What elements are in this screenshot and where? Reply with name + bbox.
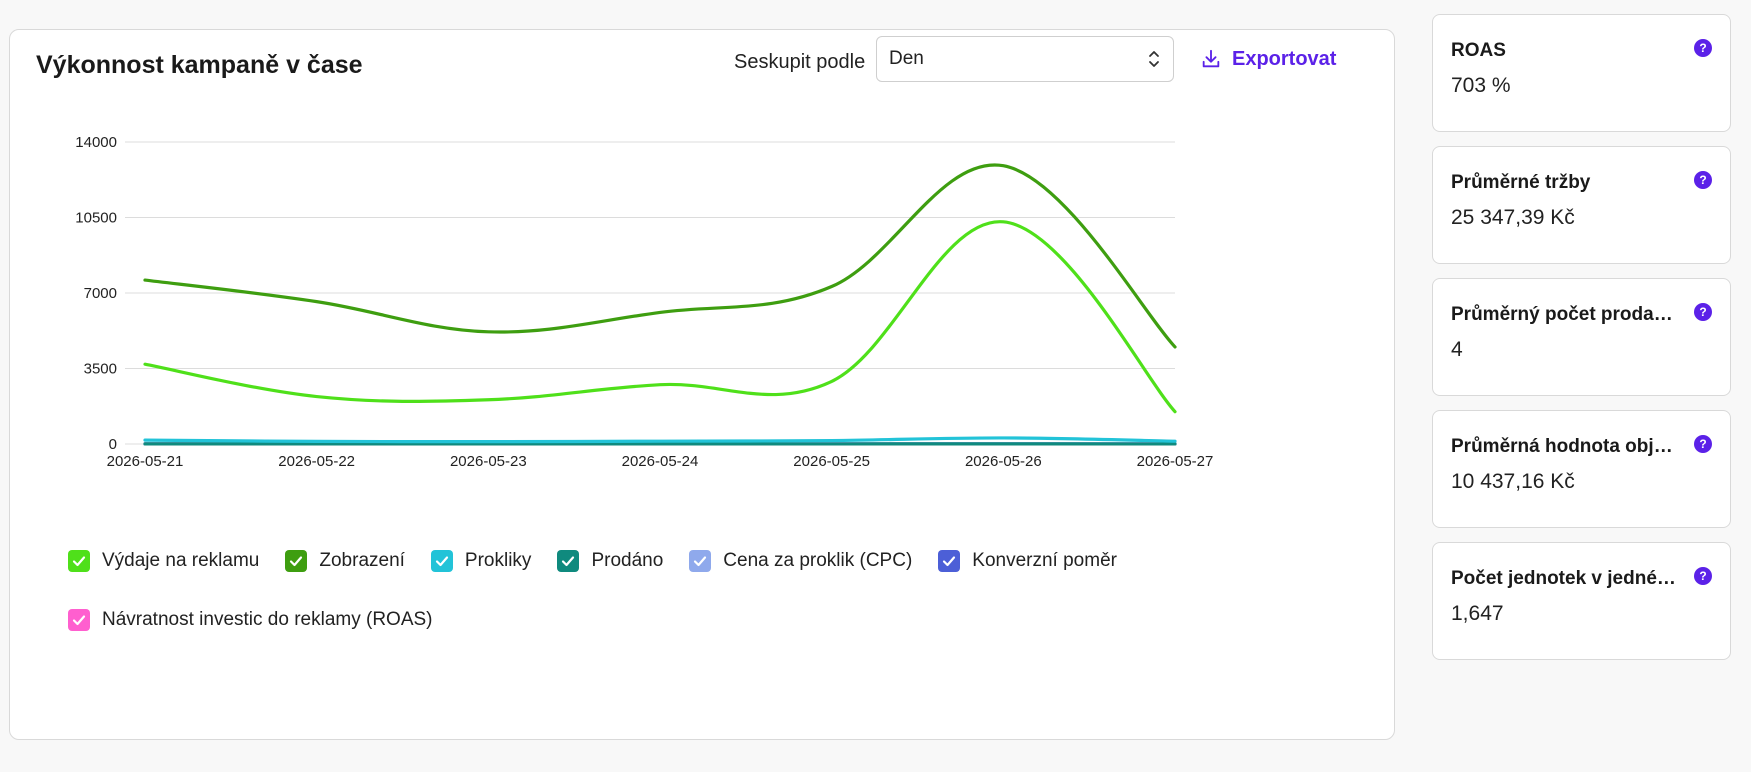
legend-item[interactable]: Zobrazení xyxy=(285,550,405,572)
x-tick-label: 2026-05-25 xyxy=(793,453,870,470)
series-line xyxy=(143,220,1177,414)
performance-line-chart: 0 3500 7000 10500 14000 2026-05-21 2026-05-22 2… xyxy=(75,134,1214,470)
help-icon[interactable]: ? xyxy=(1694,171,1712,189)
legend-label: Cena za proklik (CPC) xyxy=(723,550,913,571)
kpi-card-title: Průměrný počet prodaných jednotek xyxy=(1451,304,1681,325)
kpi-card-title: Průměrná hodnota objednávky xyxy=(1451,436,1681,457)
help-icon[interactable]: ? xyxy=(1694,435,1712,453)
legend-row: Výdaje na reklamu Zobrazení Prokliky Prodán… xyxy=(68,545,1268,577)
x-tick-label: 2026-05-23 xyxy=(450,453,527,470)
legend-row: Návratnost investic do reklamy (ROAS) xyxy=(68,604,1268,636)
kpi-card: Průměrný počet prodaných jednotek 4? xyxy=(1432,278,1731,396)
x-tick-label: 2026-05-26 xyxy=(965,453,1042,470)
export-label: Exportovat xyxy=(1232,47,1337,70)
kpi-card: Průměrná hodnota objednávky 10 437,16 Kč? xyxy=(1432,410,1731,528)
legend-item[interactable]: Výdaje na reklamu xyxy=(68,550,259,572)
chevron-updown-icon xyxy=(1149,51,1159,67)
legend-label: Zobrazení xyxy=(319,550,405,571)
kpi-card-title: Průměrné tržby xyxy=(1451,172,1591,193)
legend-item[interactable]: Návratnost investic do reklamy (ROAS) xyxy=(68,609,433,631)
y-tick-label: 10500 xyxy=(75,210,117,227)
checkbox-checked-icon[interactable] xyxy=(68,609,90,631)
kpi-card: Průměrné tržby 25 347,39 Kč? xyxy=(1432,146,1731,264)
chart-legend: Výdaje na reklamu Zobrazení Prokliky Prodán… xyxy=(68,545,1268,663)
x-tick-label: 2026-05-27 xyxy=(1137,453,1214,470)
kpi-card-value: 1,647 xyxy=(1451,601,1504,625)
checkbox-checked-icon[interactable] xyxy=(557,550,580,572)
y-tick-label: 0 xyxy=(109,436,117,453)
legend-item[interactable]: Prodáno xyxy=(557,550,663,572)
group-by-value: Den xyxy=(889,48,924,69)
help-icon[interactable]: ? xyxy=(1694,303,1712,321)
legend-label: Konverzní poměr xyxy=(972,550,1117,571)
kpi-card-value: 10 437,16 Kč xyxy=(1451,469,1575,493)
group-by-select[interactable]: Den xyxy=(876,36,1174,82)
kpi-card-value: 25 347,39 Kč xyxy=(1451,205,1575,229)
help-icon[interactable]: ? xyxy=(1694,39,1712,57)
download-icon xyxy=(1202,49,1220,68)
series-line xyxy=(143,436,1177,444)
checkbox-checked-icon[interactable] xyxy=(285,550,308,572)
x-tick-label: 2026-05-24 xyxy=(622,453,699,470)
legend-label: Výdaje na reklamu xyxy=(102,550,260,571)
legend-label: Prokliky xyxy=(464,550,532,571)
legend-item[interactable]: Cena za proklik (CPC) xyxy=(689,550,912,572)
x-tick-label: 2026-05-22 xyxy=(278,453,355,470)
series-line xyxy=(143,163,1177,349)
y-tick-label: 3500 xyxy=(84,361,117,378)
kpi-card: ROAS 703 %? xyxy=(1432,14,1731,132)
panel-title: Výkonnost kampaně v čase xyxy=(36,51,363,79)
group-by-label: Seskupit podle xyxy=(734,51,866,73)
export-button[interactable]: Exportovat xyxy=(1200,40,1336,78)
y-tick-label: 14000 xyxy=(75,134,117,151)
x-tick-label: 2026-05-21 xyxy=(107,453,184,470)
kpi-card-title: ROAS xyxy=(1451,40,1506,61)
kpi-card: Počet jednotek v jedné objednávce 1,647? xyxy=(1432,542,1731,660)
legend-label: Návratnost investic do reklamy (ROAS) xyxy=(102,609,433,630)
legend-item[interactable]: Konverzní poměr xyxy=(938,550,1117,572)
legend-item[interactable]: Prokliky xyxy=(430,550,532,572)
kpi-card-value: 4 xyxy=(1451,337,1463,361)
checkbox-checked-icon[interactable] xyxy=(430,550,453,572)
y-tick-label: 7000 xyxy=(84,285,117,302)
help-icon[interactable]: ? xyxy=(1694,567,1712,585)
kpi-card-value: 703 % xyxy=(1451,73,1511,97)
kpi-card-title: Počet jednotek v jedné objednávce xyxy=(1451,568,1681,589)
checkbox-checked-icon[interactable] xyxy=(938,550,961,572)
checkbox-checked-icon[interactable] xyxy=(68,550,90,572)
legend-label: Prodáno xyxy=(591,550,664,571)
checkbox-checked-icon[interactable] xyxy=(689,550,712,572)
